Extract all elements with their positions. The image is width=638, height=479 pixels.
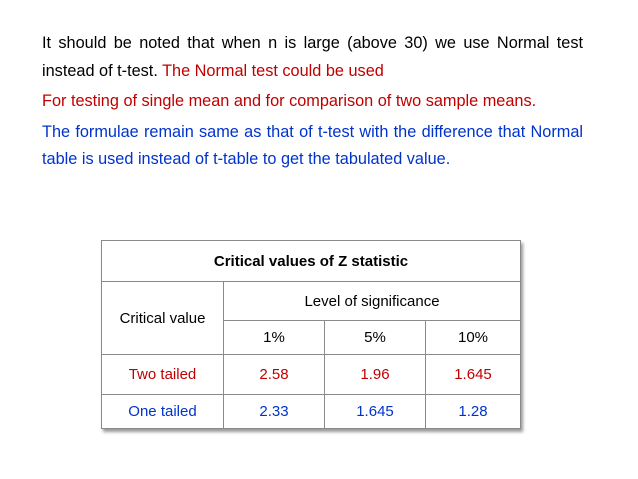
row-header: Critical value (101, 281, 224, 355)
column-header: 10% (425, 320, 521, 355)
paragraph: It should be noted that when n is large … (42, 30, 583, 85)
cell: 1.28 (425, 394, 521, 429)
row-label: One tailed (101, 394, 224, 429)
group-header: Level of significance (223, 281, 521, 321)
text: The Normal test could be used (162, 61, 384, 80)
paragraph: For testing of single mean and for compa… (42, 92, 537, 110)
table-title: Critical values of Z statistic (101, 240, 521, 282)
cell: 2.58 (223, 354, 325, 395)
row-label: Two tailed (101, 354, 224, 395)
cell: 2.33 (223, 394, 325, 429)
column-header: 5% (324, 320, 426, 355)
cell: 1.645 (324, 394, 426, 429)
text: It should be noted that when n is large … (42, 34, 583, 80)
critical-values-table: Critical values of Z statistic Critical … (101, 240, 521, 429)
cell: 1.96 (324, 354, 426, 395)
column-header: 1% (223, 320, 325, 355)
paragraph: The formulae remain same as that of t-te… (42, 122, 583, 169)
cell: 1.645 (425, 354, 521, 395)
text-block: It should be noted that when n is large … (42, 30, 583, 177)
